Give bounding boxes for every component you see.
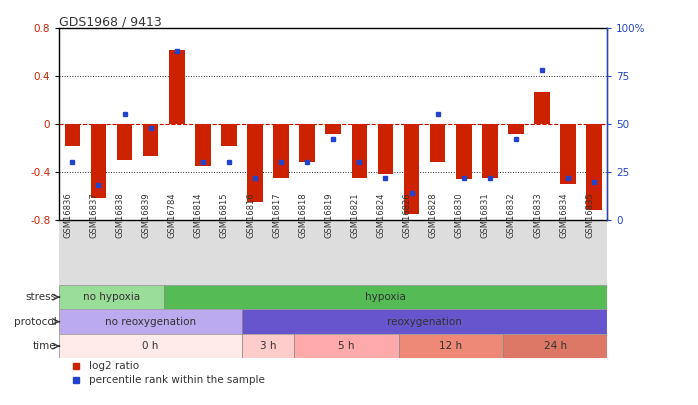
Bar [503, 334, 607, 358]
Text: percentile rank within the sample: percentile rank within the sample [89, 375, 265, 386]
Bar [325, 124, 341, 134]
Text: no hypoxia: no hypoxia [83, 292, 140, 302]
Bar [242, 334, 294, 358]
Bar [399, 334, 503, 358]
Bar [586, 124, 602, 210]
Bar [560, 124, 576, 184]
Text: protocol: protocol [14, 317, 57, 327]
Bar [164, 285, 607, 309]
Bar [59, 285, 164, 309]
Text: no reoxygenation: no reoxygenation [105, 317, 196, 327]
Bar [508, 124, 524, 134]
Bar [117, 124, 133, 160]
Bar [221, 124, 237, 146]
Bar [378, 124, 393, 174]
Text: 0 h: 0 h [142, 341, 159, 351]
Bar [59, 309, 242, 334]
Text: GDS1968 / 9413: GDS1968 / 9413 [59, 15, 162, 28]
Bar [64, 124, 80, 146]
Bar [534, 92, 550, 124]
Bar [299, 124, 315, 162]
Bar [143, 124, 158, 156]
Bar [242, 309, 607, 334]
Bar [91, 124, 106, 198]
Bar [195, 124, 211, 166]
Bar [247, 124, 263, 202]
Text: time: time [33, 341, 57, 351]
Bar [352, 124, 367, 178]
Text: 24 h: 24 h [544, 341, 567, 351]
Bar [274, 124, 289, 178]
Text: reoxygenation: reoxygenation [387, 317, 462, 327]
Bar [403, 124, 419, 214]
Bar [294, 334, 399, 358]
Text: log2 ratio: log2 ratio [89, 361, 140, 371]
Bar [482, 124, 498, 178]
Bar [456, 124, 472, 179]
Text: hypoxia: hypoxia [365, 292, 406, 302]
Text: 12 h: 12 h [439, 341, 462, 351]
Text: 5 h: 5 h [338, 341, 355, 351]
Bar [59, 334, 242, 358]
Text: stress: stress [25, 292, 57, 302]
Text: 3 h: 3 h [260, 341, 276, 351]
Bar [430, 124, 445, 162]
Bar [169, 50, 184, 124]
